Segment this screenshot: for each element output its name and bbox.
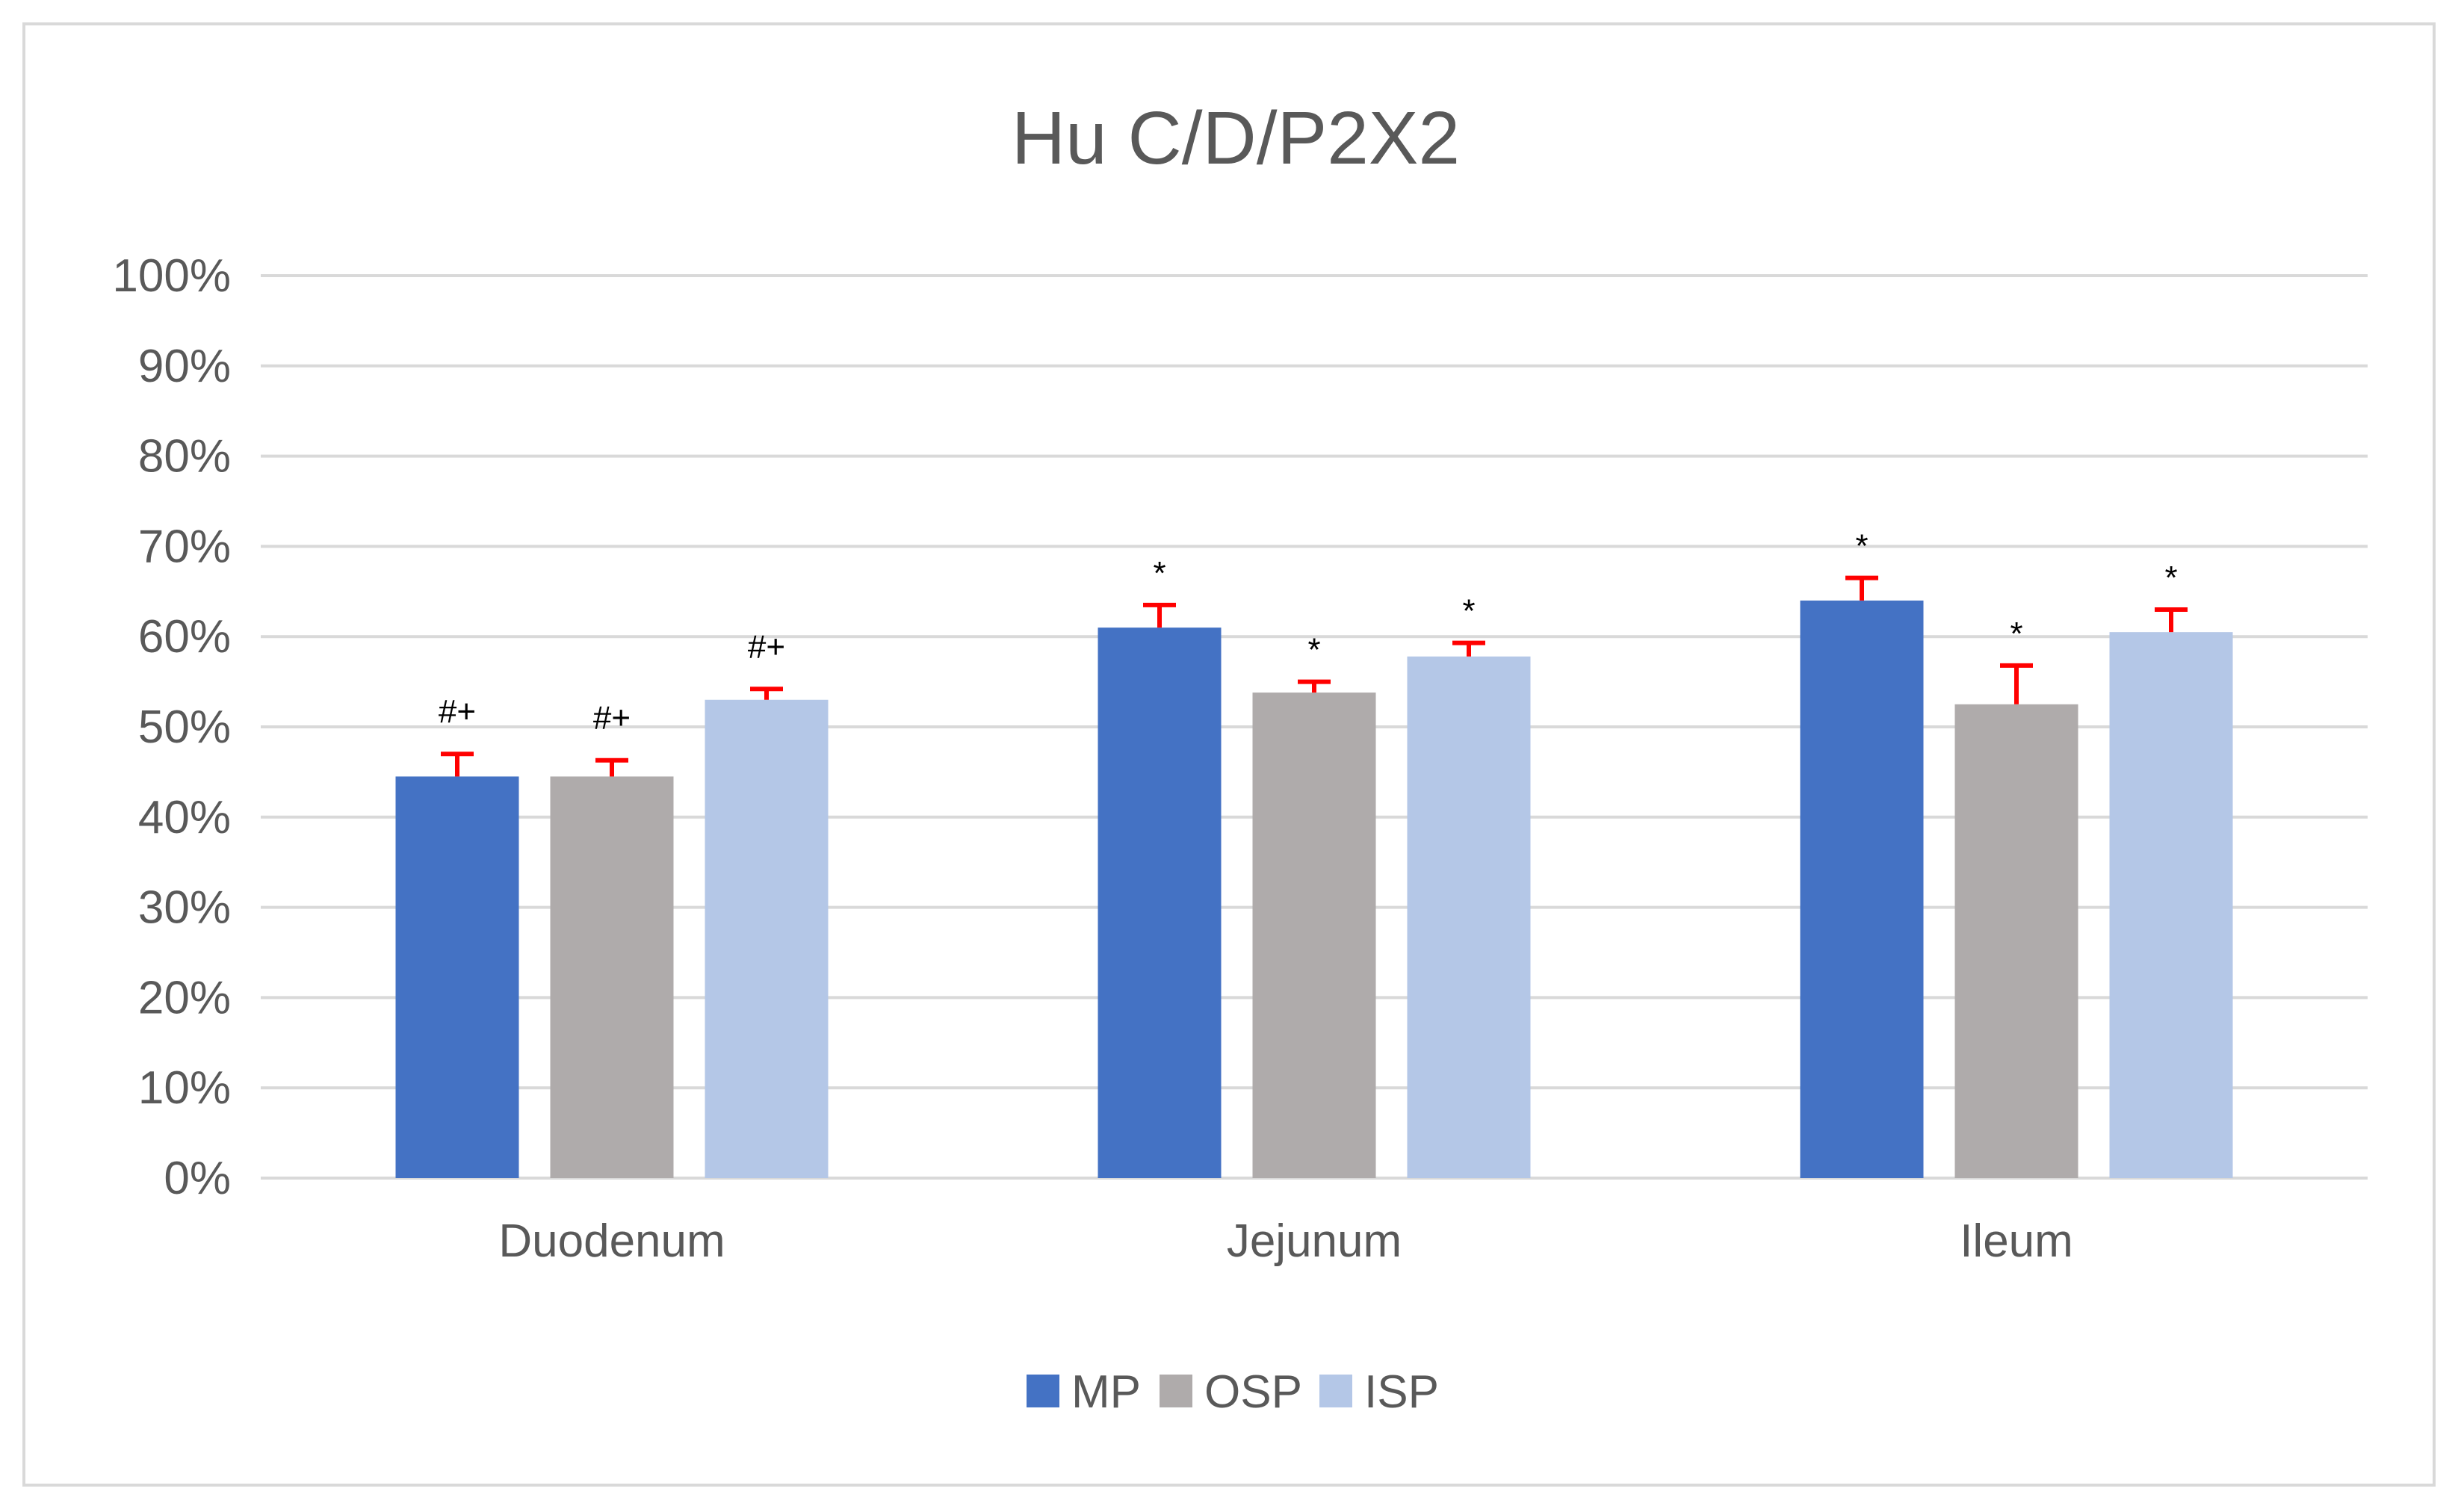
y-tick-label: 10% bbox=[138, 1062, 231, 1114]
bar-mp-duodenum bbox=[395, 776, 519, 1178]
significance-annotation: * bbox=[1462, 593, 1475, 630]
significance-annotation: #+ bbox=[748, 628, 785, 665]
bar-isp-jejunum bbox=[1407, 656, 1531, 1178]
category-labels: Duodenum Jejunum Ileum bbox=[498, 1215, 2072, 1267]
significance-annotation: * bbox=[1307, 632, 1320, 669]
y-tick-label: 50% bbox=[138, 701, 231, 753]
category-label: Duodenum bbox=[498, 1215, 725, 1267]
significance-annotation: #+ bbox=[439, 693, 476, 730]
significance-annotation: * bbox=[1855, 528, 1868, 565]
y-tick-label: 70% bbox=[138, 521, 231, 572]
y-tick-label: 80% bbox=[138, 431, 231, 483]
significance-annotation: * bbox=[2164, 560, 2177, 596]
chart-title: Hu C/D/P2X2 bbox=[1012, 96, 1460, 180]
legend-label-osp: OSP bbox=[1204, 1366, 1302, 1418]
y-tick-label: 60% bbox=[138, 611, 231, 663]
significance-annotation: * bbox=[2010, 616, 2022, 652]
y-tick-label: 0% bbox=[164, 1153, 231, 1204]
legend-swatch-isp bbox=[1319, 1375, 1352, 1407]
bar-mp-ileum bbox=[1800, 600, 1924, 1178]
y-axis-ticks: 0% 10% 20% 30% 40% 50% 60% 70% 80% 90% 100% bbox=[112, 250, 231, 1204]
bars bbox=[395, 600, 2233, 1178]
y-tick-label: 40% bbox=[138, 792, 231, 843]
category-label: Ileum bbox=[1960, 1215, 2073, 1267]
y-tick-label: 100% bbox=[112, 250, 231, 302]
legend-swatch-osp bbox=[1160, 1375, 1192, 1407]
category-label: Jejunum bbox=[1227, 1215, 1402, 1267]
annotations: #+ #+ #+ * * * * * * bbox=[439, 528, 2178, 737]
bar-isp-ileum bbox=[2109, 632, 2233, 1178]
bar-isp-duodenum bbox=[705, 699, 829, 1178]
bar-osp-jejunum bbox=[1252, 693, 1376, 1178]
y-tick-label: 90% bbox=[138, 341, 231, 392]
legend-swatch-mp bbox=[1027, 1375, 1059, 1407]
bar-osp-ileum bbox=[1954, 704, 2078, 1178]
legend-label-isp: ISP bbox=[1364, 1366, 1439, 1418]
bar-mp-jejunum bbox=[1098, 628, 1222, 1178]
significance-annotation: * bbox=[1153, 555, 1166, 592]
significance-annotation: #+ bbox=[593, 700, 631, 737]
chart-svg: 0%10%20%30%40%50%60%70%80%90%100% #+ #+#+… bbox=[112, 96, 2368, 1418]
bar-osp-duodenum bbox=[550, 776, 674, 1178]
legend-label-mp: MP bbox=[1071, 1366, 1141, 1418]
error-bars bbox=[441, 575, 2188, 777]
chart-frame: 0% 10% 20% 30% 40% 50% 60% 70% 80% 90% 100% #+ #+ #+… bbox=[22, 22, 2436, 1487]
y-tick-label: 20% bbox=[138, 972, 231, 1023]
legend: MP OSP ISP bbox=[1027, 1366, 1439, 1418]
y-tick-label: 30% bbox=[138, 882, 231, 934]
